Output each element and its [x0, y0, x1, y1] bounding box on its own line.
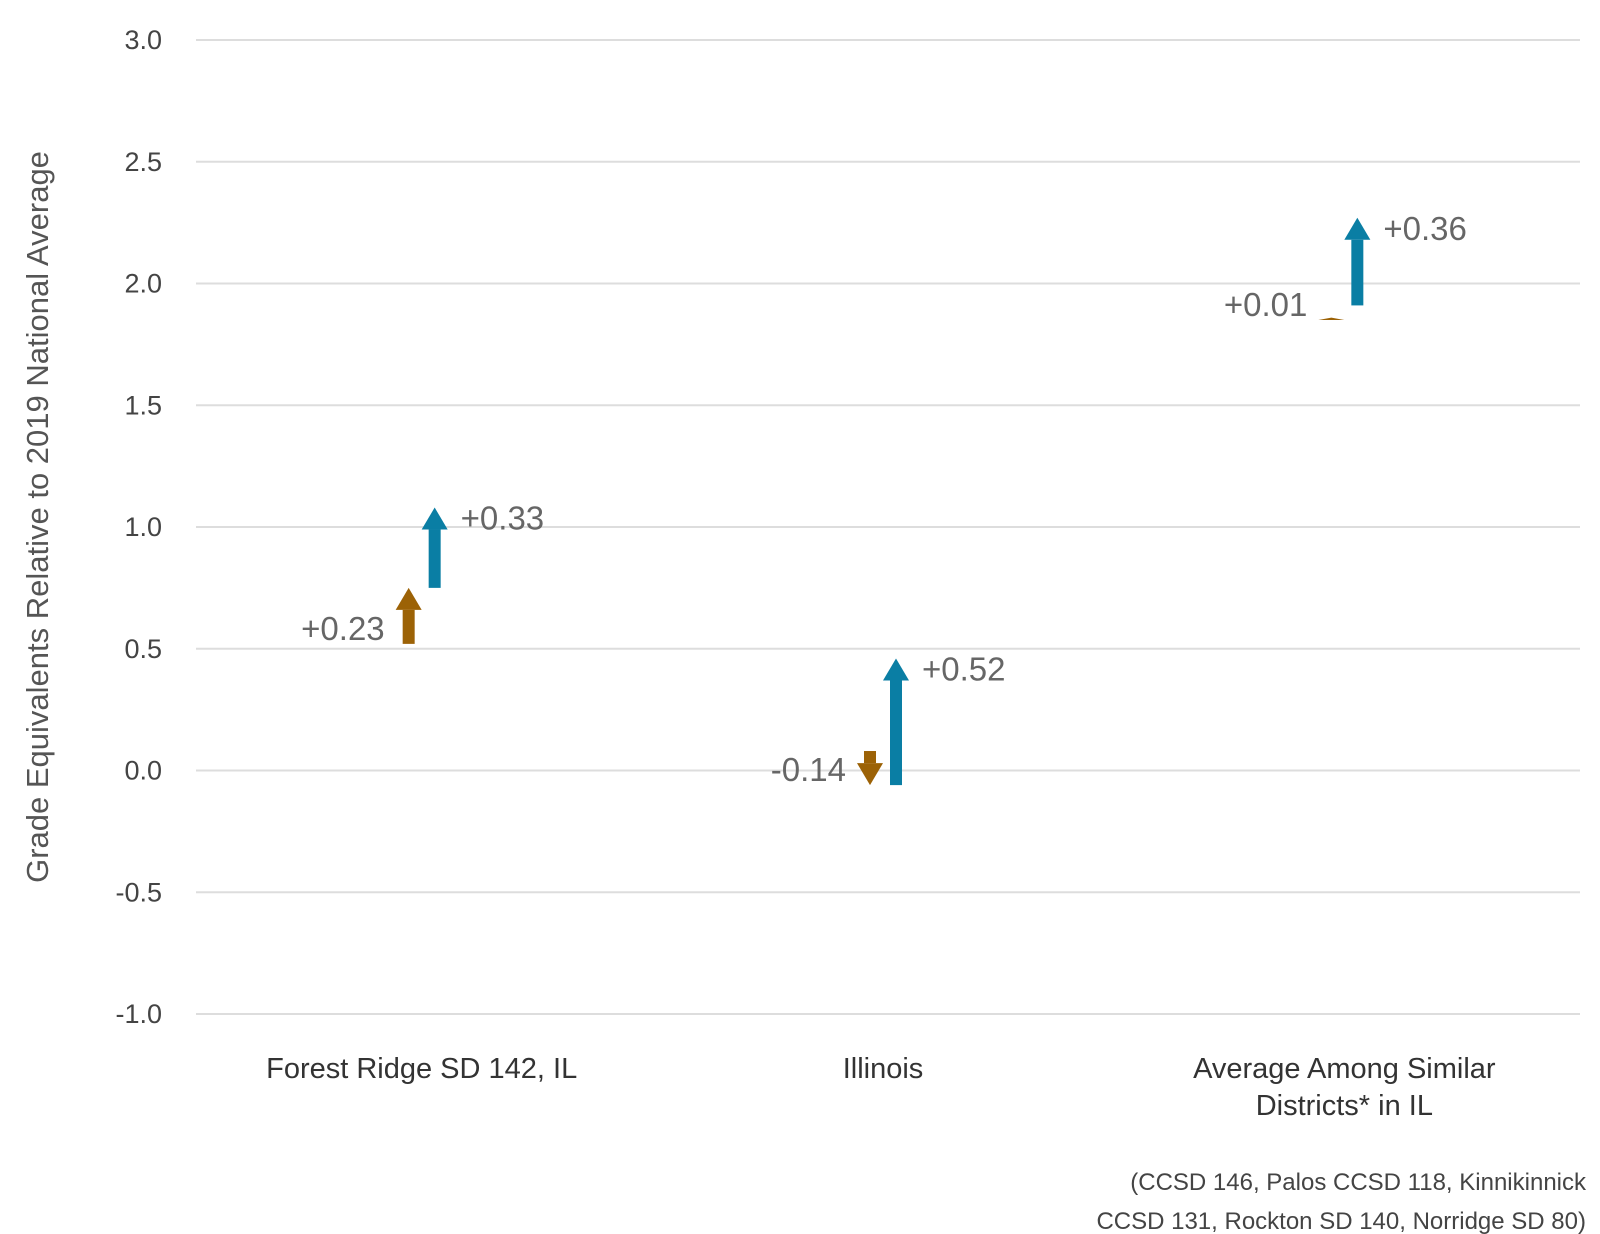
footnote-line: (CCSD 146, Palos CCSD 118, Kinnikinnick	[1130, 1169, 1587, 1196]
arrows	[395, 217, 1371, 786]
data-label: +0.52	[922, 650, 1006, 687]
data-label: +0.33	[461, 500, 544, 537]
y-tick-label: 2.0	[124, 269, 162, 299]
footnote: (CCSD 146, Palos CCSD 118, Kinnikinnick C…	[1096, 1169, 1587, 1234]
y-tick-label: 2.5	[124, 147, 162, 177]
data-labels: +0.23 -0.14 +0.01 +0.33 +0.52 +0.36	[301, 210, 1467, 788]
y-tick-label: 0.0	[124, 756, 162, 786]
y-axis-label: Grade Equivalents Relative to 2019 Natio…	[20, 151, 55, 883]
data-label: +0.23	[301, 610, 385, 647]
data-label: +0.01	[1224, 286, 1308, 323]
y-tick-label: 1.5	[124, 390, 162, 420]
gridlines	[196, 39, 1580, 1015]
data-label: -0.14	[771, 751, 846, 788]
change-arrow	[395, 587, 422, 644]
footnote-line: CCSD 131, Rockton SD 140, Norridge SD 80…	[1096, 1208, 1586, 1234]
y-tick-label: 1.0	[124, 512, 162, 542]
category-label: Forest Ridge SD 142, IL	[266, 1053, 577, 1085]
change-arrow	[857, 751, 883, 786]
y-tick-label: -1.0	[115, 999, 162, 1029]
y-tick-label: 3.0	[124, 25, 162, 55]
change-arrow	[1344, 217, 1371, 306]
change-arrow	[1318, 317, 1345, 321]
category-label: Districts* in IL	[1256, 1090, 1433, 1122]
category-label: Illinois	[843, 1053, 924, 1085]
change-arrow	[421, 507, 448, 588]
data-label: +0.36	[1383, 210, 1467, 247]
y-tick-label: 0.5	[124, 634, 162, 664]
category-labels: Forest Ridge SD 142, IL Illinois Average A…	[266, 1053, 1496, 1122]
y-tick-label: -0.5	[115, 877, 162, 907]
y-tick-labels: -1.0 -0.5 0.0 0.5 1.0 1.5 2.0 2.5 3.0	[115, 25, 162, 1029]
change-arrow	[883, 658, 909, 786]
category-label: Average Among Similar	[1193, 1053, 1496, 1085]
